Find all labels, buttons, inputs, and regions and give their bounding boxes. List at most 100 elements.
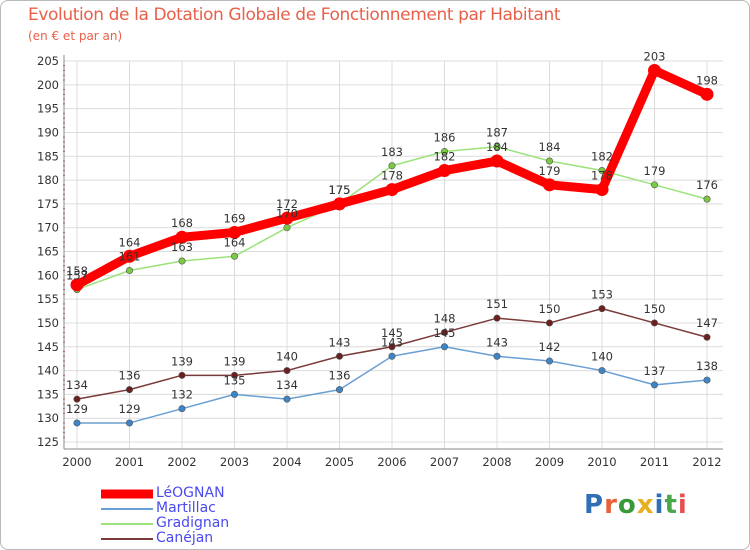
data-label: 184 xyxy=(486,140,508,154)
logo-letter: x xyxy=(636,490,655,520)
data-point xyxy=(175,230,189,244)
x-tick-label: 2010 xyxy=(587,455,616,469)
data-label: 137 xyxy=(644,364,666,378)
data-label: 157 xyxy=(66,269,88,283)
data-point xyxy=(493,352,501,360)
data-point xyxy=(598,305,606,313)
data-point xyxy=(440,328,448,336)
data-label: 140 xyxy=(276,350,298,364)
legend-swatch xyxy=(101,507,153,510)
data-label: 186 xyxy=(434,130,456,144)
data-label: 153 xyxy=(591,288,613,302)
data-point xyxy=(178,257,186,265)
y-tick-label: 170 xyxy=(37,221,59,235)
data-label: 143 xyxy=(486,335,508,349)
data-point xyxy=(648,64,661,78)
y-tick-label: 190 xyxy=(37,125,59,139)
data-point xyxy=(440,147,448,155)
data-point xyxy=(598,167,606,175)
y-tick-label: 145 xyxy=(37,340,59,354)
data-point xyxy=(703,376,711,384)
data-label: 129 xyxy=(119,402,141,416)
y-tick-label: 185 xyxy=(37,149,59,163)
data-label: 203 xyxy=(644,50,666,64)
data-label: 132 xyxy=(171,388,193,402)
y-tick-label: 175 xyxy=(37,197,59,211)
data-label: 136 xyxy=(329,369,351,383)
data-label: 179 xyxy=(539,164,561,178)
data-point xyxy=(231,252,239,260)
data-point xyxy=(283,395,291,403)
data-point xyxy=(650,181,658,189)
data-point xyxy=(545,157,553,165)
proxiti-logo: Proxiti xyxy=(584,490,688,520)
x-tick-label: 2009 xyxy=(535,455,564,469)
y-tick-label: 150 xyxy=(37,316,59,330)
data-label: 140 xyxy=(591,350,613,364)
data-point xyxy=(703,333,711,341)
x-tick-label: 2002 xyxy=(167,455,196,469)
y-tick-label: 140 xyxy=(37,364,59,378)
data-point xyxy=(650,319,658,327)
legend-swatch xyxy=(101,489,153,498)
logo-letter: r xyxy=(604,490,618,520)
data-label: 179 xyxy=(644,164,666,178)
legend-label: Canéjan xyxy=(156,530,214,546)
data-label: 198 xyxy=(696,73,718,87)
legend-item: Gradignan xyxy=(101,515,321,531)
y-tick-label: 125 xyxy=(37,435,59,449)
data-point xyxy=(650,381,658,389)
data-label: 172 xyxy=(276,197,298,211)
data-label: 183 xyxy=(381,145,403,159)
data-label: 150 xyxy=(539,302,561,316)
data-label: 169 xyxy=(224,211,246,225)
legend-label: LéOGNAN xyxy=(156,485,225,501)
x-tick-label: 2007 xyxy=(430,455,459,469)
y-tick-label: 155 xyxy=(37,292,59,306)
data-point xyxy=(123,249,136,263)
data-point xyxy=(335,386,343,394)
y-tick-label: 205 xyxy=(37,54,59,68)
y-tick-label: 160 xyxy=(37,268,59,282)
data-label: 145 xyxy=(434,326,456,340)
data-point xyxy=(178,371,186,379)
data-label: 175 xyxy=(329,183,351,197)
data-label: 139 xyxy=(171,354,193,368)
logo-letter: i xyxy=(654,490,665,520)
x-tick-label: 2012 xyxy=(692,455,721,469)
data-point xyxy=(493,143,501,151)
data-label: 148 xyxy=(434,311,456,325)
legend-item: Martillac xyxy=(101,500,321,516)
data-point xyxy=(70,278,84,292)
data-label: 134 xyxy=(66,378,88,392)
data-point xyxy=(440,343,448,351)
x-tick-label: 2003 xyxy=(220,455,249,469)
data-point xyxy=(126,267,134,275)
data-point xyxy=(388,343,396,351)
y-tick-label: 195 xyxy=(37,102,59,116)
data-label: 176 xyxy=(696,178,718,192)
x-tick-label: 2008 xyxy=(482,455,511,469)
y-tick-label: 165 xyxy=(37,245,59,259)
data-point xyxy=(598,367,606,375)
data-point xyxy=(388,162,396,170)
data-point xyxy=(73,395,81,403)
data-point xyxy=(703,195,711,203)
x-tick-label: 2005 xyxy=(325,455,354,469)
data-point xyxy=(493,314,501,322)
y-tick-label: 130 xyxy=(37,411,59,425)
x-tick-label: 2006 xyxy=(377,455,406,469)
data-label: 178 xyxy=(591,169,613,183)
x-tick-label: 2001 xyxy=(115,455,144,469)
y-tick-label: 180 xyxy=(37,173,59,187)
data-point xyxy=(700,87,714,101)
y-tick-label: 200 xyxy=(37,78,59,92)
legend-label: Gradignan xyxy=(156,515,230,531)
data-label: 139 xyxy=(224,354,246,368)
legend-swatch xyxy=(101,522,153,525)
logo-letter: P xyxy=(584,490,605,520)
data-point xyxy=(280,211,294,225)
data-label: 145 xyxy=(381,326,403,340)
data-point xyxy=(335,352,343,360)
data-label: 150 xyxy=(644,302,666,316)
